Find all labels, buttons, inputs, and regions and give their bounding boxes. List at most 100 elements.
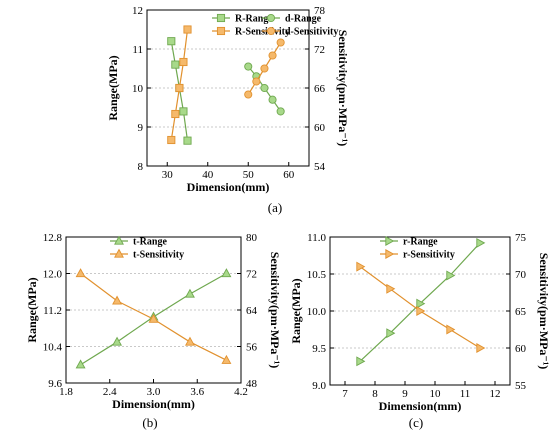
legend-label: r-Range: [403, 237, 438, 248]
legend-label: d-Range: [285, 14, 322, 25]
y-tick-label: 10: [132, 83, 144, 95]
legend-marker: [266, 26, 276, 36]
y-tick-label: 9.0: [312, 380, 326, 392]
chart-panel-b: 1.8 2.4 3.0 3.6 4.2 9.6 10.4 11.2 12.0 12.8 48 56 64…: [25, 232, 282, 430]
data-point-r-Sensitivity: [386, 283, 396, 294]
data-point-R-Sensitivity: [171, 109, 180, 119]
data-point-r-Sensitivity: [476, 343, 486, 353]
x-tick-label: 1.8: [59, 386, 73, 398]
y2-tick-label: 55: [515, 380, 527, 392]
x-tick-label: 30: [162, 169, 174, 181]
data-point-r-Sensitivity: [356, 261, 366, 272]
y2-tick-label: 66: [314, 83, 326, 95]
panel-label: (b): [142, 415, 157, 430]
data-point-d-Range: [244, 62, 253, 71]
y-tick-label: 12.8: [43, 232, 63, 244]
chart-panel-c: 7 8 9 10 11 12 9.0 9.5 10.0 10.5 11.0 55 60 65 70 75 Dim…: [289, 232, 550, 430]
y2-tick-label: 72: [314, 44, 325, 56]
panel-label: (c): [409, 415, 423, 430]
chart-panel-a: 30 40 50 60 8 9 10 11 12 54 60 66 72 78 Dimension(mm) R…: [106, 5, 350, 215]
legend-label: R-Sensitivity: [235, 27, 290, 38]
y2-tick-label: 65: [515, 306, 527, 318]
legend-label: t-Range: [133, 237, 167, 248]
data-point-d-Sensitivity: [252, 77, 261, 86]
data-point-r-Range: [386, 328, 396, 339]
x-tick-label: 60: [283, 169, 295, 181]
data-point-R-Sensitivity: [175, 83, 184, 93]
data-point-R-Sensitivity: [183, 25, 192, 34]
y-axis-title: Range(MPa): [106, 55, 120, 120]
x-tick-label: 50: [243, 169, 255, 181]
legend-marker: [266, 13, 276, 23]
y-axis-title: Range(MPa): [25, 277, 39, 342]
y-tick-label: 12.0: [43, 269, 63, 281]
x-tick-label: 11: [460, 388, 471, 400]
y-tick-label: 9: [138, 122, 144, 134]
data-point-t-Range: [112, 336, 123, 346]
x-tick-label: 10: [430, 388, 442, 400]
x-tick-label: 12: [490, 388, 501, 400]
x-tick-label: 3.0: [147, 386, 161, 398]
data-point-d-Sensitivity: [276, 38, 285, 47]
y-tick-label: 9.5: [312, 343, 326, 355]
y2-tick-label: 72: [246, 269, 257, 281]
y2-tick-label: 80: [246, 232, 258, 244]
y-tick-label: 8: [138, 161, 144, 173]
y-tick-label: 11.0: [307, 232, 326, 244]
y2-tick-label: 60: [515, 343, 527, 355]
data-point-R-Range: [167, 37, 176, 46]
y2-tick-label: 70: [515, 269, 527, 281]
data-point-R-Sensitivity: [167, 135, 176, 145]
legend-label: t-Sensitivity: [133, 250, 184, 261]
y2-axis-title: Sensitivity(pm·MPa⁻¹): [268, 252, 282, 369]
x-axis-title: Dimension(mm): [187, 180, 270, 194]
data-point-r-Sensitivity: [416, 306, 426, 316]
y-tick-label: 9.6: [48, 378, 62, 390]
y2-tick-label: 56: [246, 342, 258, 354]
data-point-d-Sensitivity: [268, 51, 277, 60]
panel-label: (a): [268, 200, 282, 215]
legend-marker: [385, 236, 395, 246]
data-point-t-Range: [75, 359, 86, 369]
x-axis-title: Dimension(mm): [379, 399, 462, 413]
data-point-r-Range: [476, 237, 486, 248]
data-point-t-Sensitivity: [184, 336, 195, 346]
y2-tick-label: 64: [246, 305, 258, 317]
x-tick-label: 4.2: [234, 386, 248, 398]
x-axis-title: Dimension(mm): [112, 397, 195, 411]
data-point-t-Range: [221, 268, 232, 278]
data-point-R-Range: [183, 136, 192, 145]
data-point-t-Range: [184, 288, 195, 298]
legend-marker: [385, 249, 395, 259]
y2-tick-label: 54: [314, 161, 326, 173]
legend-marker: [216, 13, 226, 23]
legend: R-Range R-Sensitivity d-Range d-Sensitivity: [212, 14, 338, 38]
x-tick-label: 7: [342, 388, 348, 400]
legend-marker: [114, 235, 124, 245]
data-point-r-Sensitivity: [446, 324, 456, 335]
legend-label: r-Sensitivity: [403, 250, 455, 261]
y2-tick-label: 78: [314, 5, 326, 17]
y-axis-title: Range(MPa): [289, 278, 303, 343]
y-tick-label: 10.5: [307, 269, 327, 281]
y2-tick-label: 60: [314, 122, 326, 134]
legend-label: d-Sensitivity: [285, 27, 338, 38]
data-point-d-Range: [268, 95, 277, 104]
data-point-r-Range: [446, 270, 456, 281]
y-tick-label: 10.4: [43, 342, 63, 354]
data-point-d-Range: [276, 107, 285, 116]
data-point-r-Range: [356, 356, 366, 367]
data-point-d-Sensitivity: [260, 64, 269, 73]
x-tick-label: 40: [202, 169, 214, 181]
y-tick-label: 11.2: [43, 305, 62, 317]
legend: r-Range r-Sensitivity: [380, 236, 455, 261]
y2-tick-label: 48: [246, 378, 258, 390]
y-tick-label: 11: [132, 44, 143, 56]
y2-axis-title: Sensitivity(pm·MPa⁻¹): [537, 253, 550, 370]
x-tick-label: 8: [372, 388, 378, 400]
data-point-R-Range: [179, 107, 188, 116]
x-tick-label: 2.4: [103, 386, 117, 398]
data-point-t-Sensitivity: [148, 313, 159, 323]
y-tick-label: 12: [132, 5, 143, 17]
